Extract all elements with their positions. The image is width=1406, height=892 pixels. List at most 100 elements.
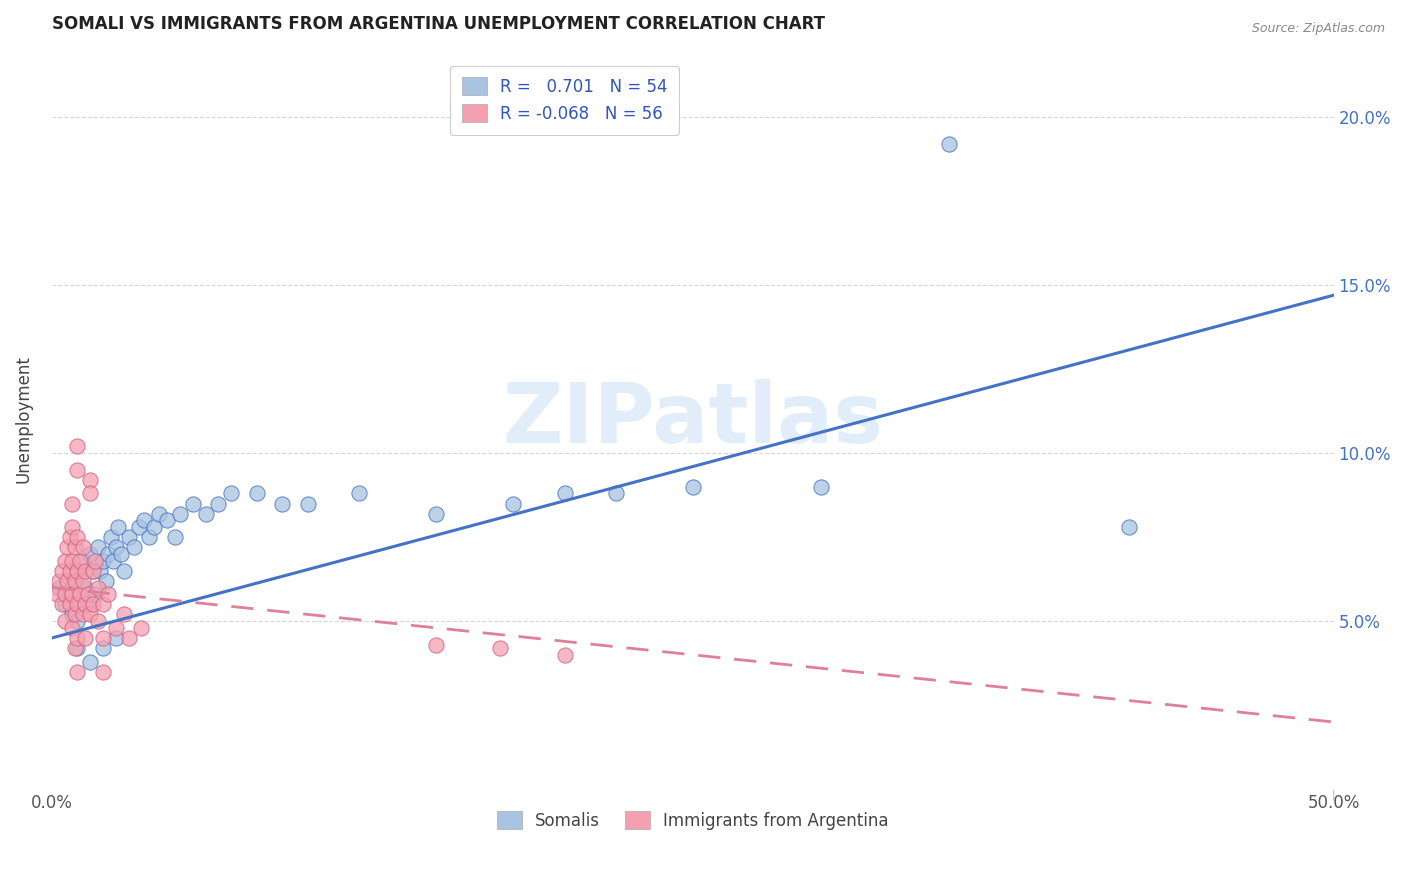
Point [104, 540, 127, 554]
Point [60, 607, 83, 622]
Point [489, 641, 512, 656]
Point [132, 513, 155, 527]
Point [79, 655, 101, 669]
Point [75, 598, 97, 612]
Point [51, 598, 73, 612]
Point [169, 507, 191, 521]
Point [76, 598, 98, 612]
Point [84, 587, 107, 601]
Point [181, 497, 204, 511]
Point [79, 473, 101, 487]
Point [163, 530, 186, 544]
Point [66, 631, 89, 645]
Point [100, 530, 122, 544]
Point [219, 486, 242, 500]
Point [60, 587, 83, 601]
Point [75, 564, 97, 578]
Point [66, 641, 89, 656]
Point [60, 497, 83, 511]
Point [79, 547, 101, 561]
Point [194, 507, 217, 521]
Point [246, 486, 269, 500]
Point [53, 554, 76, 568]
Point [48, 574, 70, 588]
Point [63, 574, 86, 588]
Point [138, 530, 160, 544]
Point [59, 598, 82, 612]
Point [63, 540, 86, 554]
Point [502, 497, 524, 511]
Point [131, 621, 153, 635]
Point [76, 587, 98, 601]
Point [66, 530, 89, 544]
Point [91, 598, 114, 612]
Point [75, 631, 97, 645]
Point [75, 581, 97, 595]
Point [91, 665, 114, 679]
Point [425, 638, 447, 652]
Point [148, 507, 170, 521]
Y-axis label: Unemployment: Unemployment [15, 356, 32, 483]
Point [53, 598, 76, 612]
Point [63, 641, 86, 656]
Point [605, 486, 627, 500]
Point [59, 564, 82, 578]
Point [91, 554, 114, 568]
Point [84, 554, 107, 568]
Point [89, 564, 111, 578]
Point [82, 598, 104, 612]
Point [97, 587, 120, 601]
Point [103, 554, 125, 568]
Point [553, 648, 575, 662]
Point [59, 530, 82, 544]
Point [128, 520, 150, 534]
Point [56, 540, 79, 554]
Point [938, 136, 960, 151]
Point [156, 513, 179, 527]
Point [53, 587, 76, 601]
Point [118, 530, 141, 544]
Point [66, 463, 89, 477]
Point [51, 564, 73, 578]
Text: SOMALI VS IMMIGRANTS FROM ARGENTINA UNEMPLOYMENT CORRELATION CHART: SOMALI VS IMMIGRANTS FROM ARGENTINA UNEM… [52, 15, 825, 33]
Point [112, 564, 135, 578]
Point [97, 547, 120, 561]
Text: ZIPatlas: ZIPatlas [502, 379, 883, 460]
Point [60, 621, 83, 635]
Point [72, 607, 94, 622]
Point [66, 564, 89, 578]
Point [66, 439, 89, 453]
Point [53, 614, 76, 628]
Point [79, 486, 101, 500]
Point [87, 581, 110, 595]
Legend: Somalis, Immigrants from Argentina: Somalis, Immigrants from Argentina [489, 805, 896, 837]
Point [110, 547, 132, 561]
Point [682, 480, 704, 494]
Point [87, 614, 110, 628]
Point [553, 486, 575, 500]
Point [297, 497, 319, 511]
Point [66, 614, 89, 628]
Point [82, 564, 104, 578]
Point [69, 587, 91, 601]
Point [87, 540, 110, 554]
Point [82, 564, 104, 578]
Point [66, 598, 89, 612]
Point [66, 665, 89, 679]
Point [349, 486, 371, 500]
Point [104, 621, 127, 635]
Point [56, 574, 79, 588]
Point [63, 574, 86, 588]
Point [104, 631, 127, 645]
Point [45, 587, 67, 601]
Point [66, 564, 89, 578]
Point [143, 520, 166, 534]
Point [271, 497, 294, 511]
Point [60, 554, 83, 568]
Point [1118, 520, 1140, 534]
Point [810, 480, 832, 494]
Text: |: | [1331, 789, 1336, 800]
Point [69, 554, 91, 568]
Point [91, 641, 114, 656]
Point [122, 540, 145, 554]
